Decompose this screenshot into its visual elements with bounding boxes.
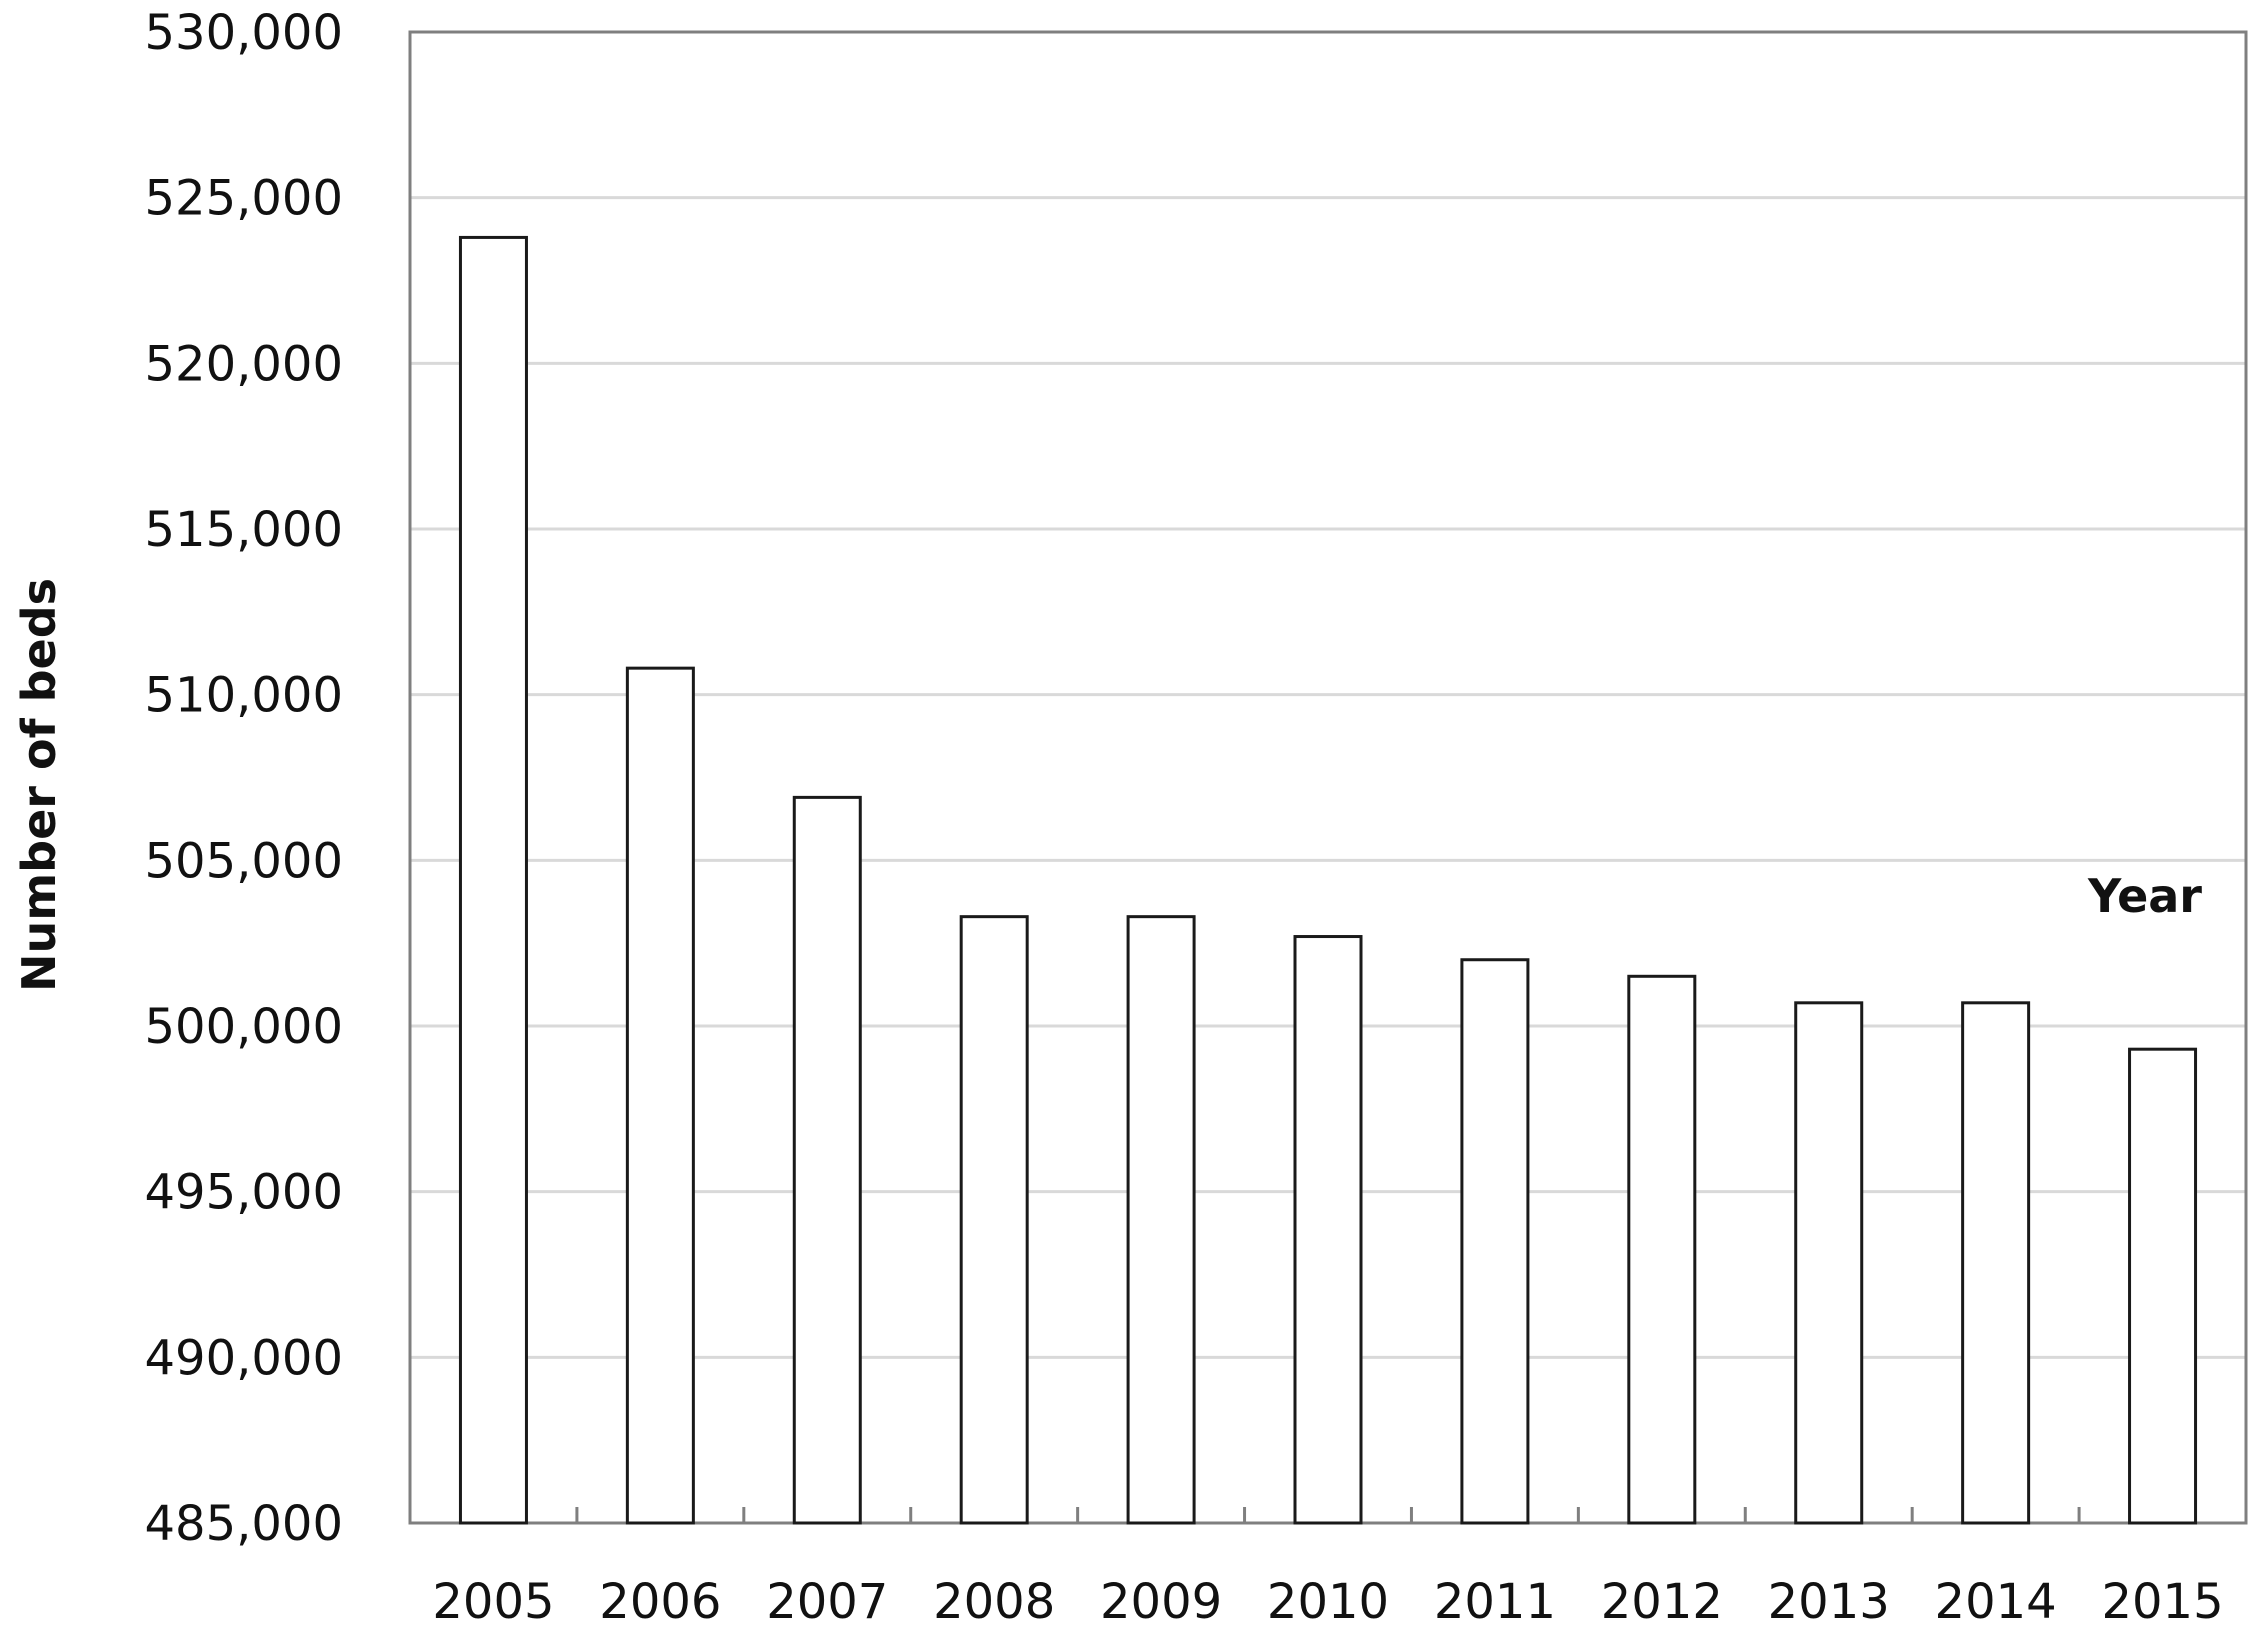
y-tick-label: 520,000: [145, 336, 344, 392]
bars: [458, 235, 2198, 1525]
x-tick-label: 2014: [1935, 1574, 2057, 1630]
bar: [959, 915, 1029, 1525]
y-tick-label: 495,000: [145, 1165, 344, 1221]
x-axis-ticks: [575, 1507, 2081, 1523]
x-tick-label: 2009: [1100, 1574, 1222, 1630]
bar: [2128, 1047, 2198, 1525]
y-axis-title: Number of beds: [12, 578, 66, 992]
bar: [1293, 935, 1363, 1525]
x-tick-label: 2005: [432, 1574, 554, 1630]
y-tick-label: 510,000: [145, 668, 344, 724]
y-tick-label: 525,000: [145, 171, 344, 227]
y-tick-label: 490,000: [145, 1330, 344, 1386]
y-tick-label: 515,000: [145, 502, 344, 558]
x-axis-title: Year: [2087, 869, 2202, 923]
x-axis-tick-labels: 2005 2006 2007 2008 2009 2010 2011 2012 2013 2014…: [432, 1574, 2223, 1630]
x-tick-label: 2006: [599, 1574, 721, 1630]
y-tick-label: 530,000: [145, 5, 344, 61]
x-tick-label: 2010: [1267, 1574, 1389, 1630]
y-tick-label: 505,000: [145, 833, 344, 889]
bar: [1460, 958, 1530, 1525]
x-tick-label: 2015: [2101, 1574, 2223, 1630]
bar: [1961, 1001, 2031, 1525]
bar: [625, 666, 695, 1525]
x-tick-label: 2008: [933, 1574, 1055, 1630]
y-tick-label: 485,000: [145, 1496, 344, 1552]
x-tick-label: 2011: [1434, 1574, 1556, 1630]
bar: [792, 795, 862, 1525]
y-axis-tick-labels: 485,000 490,000 495,000 500,000 505,000 510,0…: [145, 5, 344, 1552]
y-tick-label: 500,000: [145, 999, 344, 1055]
bar: [1794, 1001, 1864, 1525]
bar: [1126, 915, 1196, 1525]
x-tick-label: 2012: [1601, 1574, 1723, 1630]
bar: [458, 235, 528, 1525]
bar: [1627, 974, 1697, 1525]
x-tick-label: 2013: [1768, 1574, 1890, 1630]
x-tick-label: 2007: [766, 1574, 888, 1630]
